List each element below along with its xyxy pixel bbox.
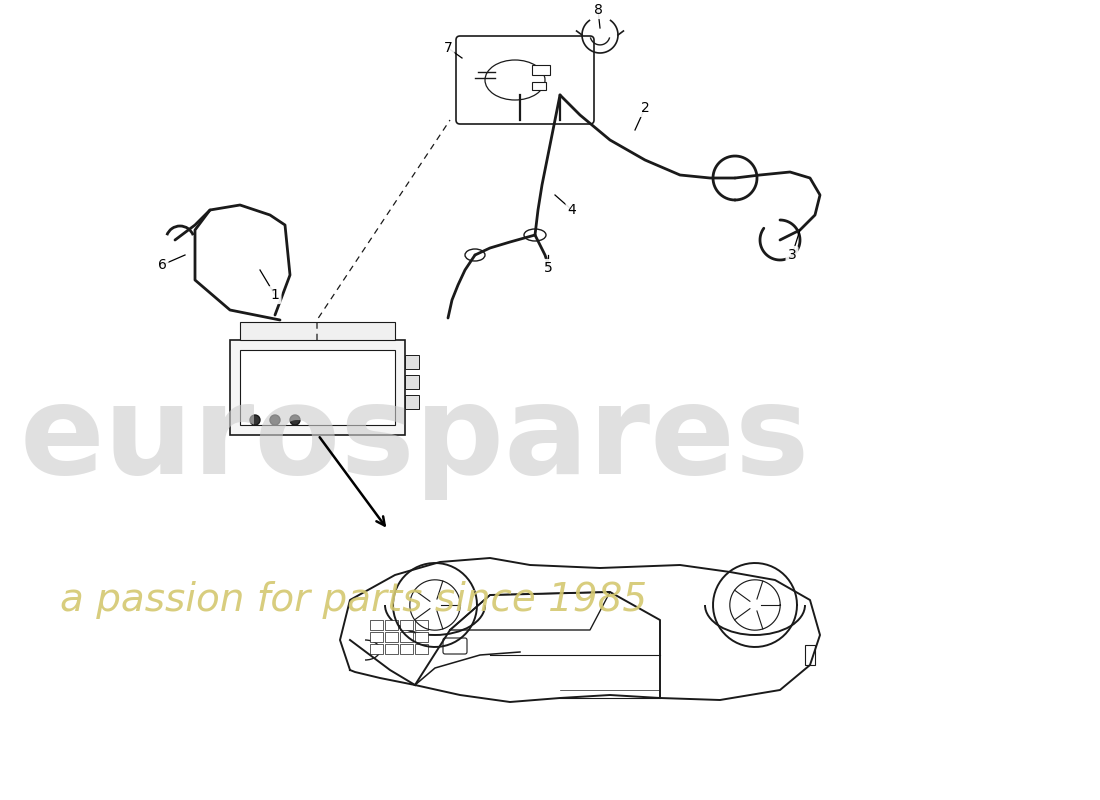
FancyBboxPatch shape	[443, 638, 468, 654]
Circle shape	[290, 415, 300, 425]
Circle shape	[250, 415, 260, 425]
Bar	[415, 632, 428, 642]
Text: 4: 4	[568, 203, 576, 217]
Bar	[385, 620, 398, 630]
Bar	[370, 620, 383, 630]
Ellipse shape	[524, 229, 546, 241]
FancyBboxPatch shape	[230, 340, 405, 435]
Text: 6: 6	[157, 258, 166, 272]
Bar	[400, 644, 412, 654]
Bar	[532, 82, 546, 90]
Bar	[415, 644, 428, 654]
Bar	[415, 620, 428, 630]
Circle shape	[270, 415, 280, 425]
Bar	[532, 65, 550, 75]
Text: 1: 1	[271, 288, 279, 302]
FancyBboxPatch shape	[240, 322, 395, 340]
Bar	[385, 644, 398, 654]
Text: a passion for parts since 1985: a passion for parts since 1985	[60, 581, 647, 619]
Text: 7: 7	[443, 41, 452, 55]
FancyBboxPatch shape	[456, 36, 594, 124]
Text: eurospares: eurospares	[20, 379, 811, 501]
Bar	[405, 375, 419, 389]
Text: 2: 2	[640, 101, 649, 115]
Bar	[805, 645, 815, 665]
Bar	[400, 632, 412, 642]
Bar	[370, 632, 383, 642]
Ellipse shape	[465, 249, 485, 261]
Text: 5: 5	[543, 261, 552, 275]
FancyBboxPatch shape	[240, 350, 395, 425]
Bar	[405, 355, 419, 369]
Ellipse shape	[485, 60, 544, 100]
Bar	[385, 632, 398, 642]
Bar	[400, 620, 412, 630]
Bar	[405, 395, 419, 409]
Bar	[370, 644, 383, 654]
Text: 8: 8	[594, 3, 603, 17]
Text: 3: 3	[788, 248, 796, 262]
